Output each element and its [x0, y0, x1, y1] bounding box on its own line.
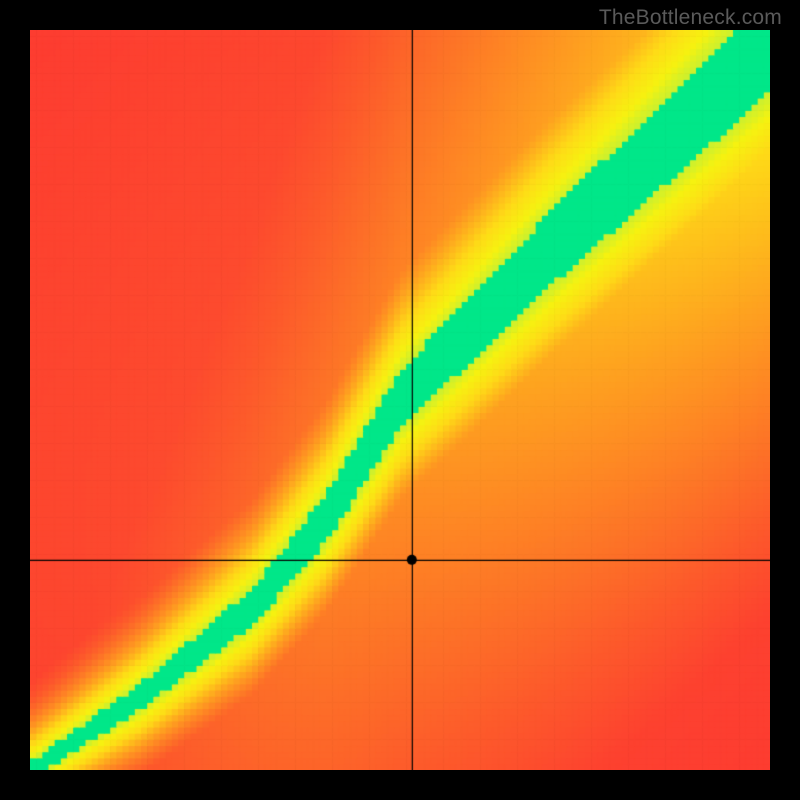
watermark-text: TheBottleneck.com	[599, 6, 782, 30]
chart-container: TheBottleneck.com	[0, 0, 800, 800]
heatmap-canvas	[30, 30, 770, 770]
